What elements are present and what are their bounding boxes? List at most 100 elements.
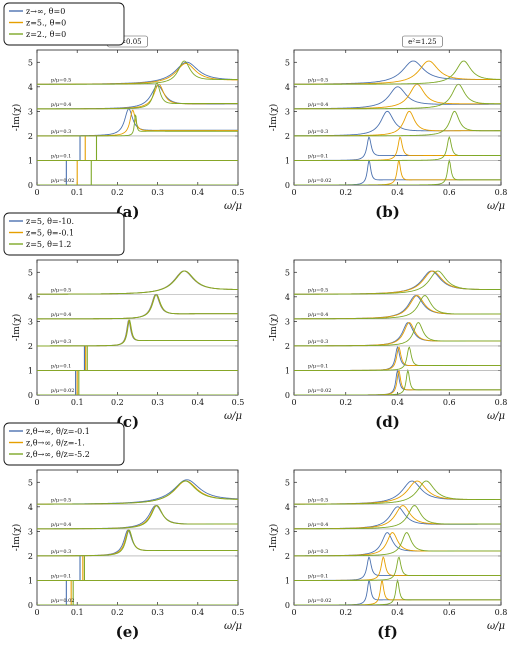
param-label-box: e²=1.25 [402, 35, 443, 48]
legend-entry: z,θ→∞, θ/z=-1. [26, 439, 85, 448]
y-tick-label: 0 [285, 181, 290, 190]
y-tick-label: 4 [28, 503, 33, 512]
y-tick-label: 5 [285, 58, 290, 67]
row-label: p/μ=0.5 [51, 287, 71, 293]
panel-1: 0 0.1 0.2 0.3 0.4 0.5012345-Im(χ)ω/μ(a)p/μ=0.… [3, 2, 244, 221]
x-tick-label: 0.8 [495, 188, 508, 197]
series-3-curve [37, 293, 238, 320]
legend-frame [3, 422, 125, 466]
series-3-curve [37, 82, 238, 110]
x-tick-label: 0.2 [339, 188, 352, 197]
x-axis-title: ω/μ [224, 621, 242, 632]
curves [294, 270, 501, 395]
x-tick-label: 0 [34, 188, 39, 197]
series-3-curve [37, 319, 238, 347]
series-3-curve [294, 368, 501, 395]
x-axis-title: ω/μ [487, 411, 505, 422]
row-label: p/μ=0.4 [51, 522, 71, 528]
curves [37, 479, 238, 605]
series-3-curve [294, 322, 501, 347]
legend-entry: z=5, θ=-0.1 [26, 229, 74, 238]
panel-6: 0 0.2 0.4 0.6 0.8 0 1 2 3 4 5 -Im(χ) ω/μ (f) p/μ=0.02 p… [268, 469, 508, 641]
x-tick-label: 0.1 [71, 398, 84, 407]
series-3-curve [37, 270, 238, 295]
x-tick-label: 0.4 [391, 398, 404, 407]
row-label: p/μ=0.1 [51, 573, 71, 579]
row-label: p/μ=0.3 [308, 339, 328, 345]
x-tick-label: 0.2 [111, 398, 124, 407]
y-tick-label: 3 [28, 107, 33, 116]
y-tick-label: 0 [28, 601, 33, 610]
x-tick-label: 0 [291, 608, 296, 617]
param-label: e²=0.05 [113, 38, 141, 46]
param-label: e²=1.25 [408, 38, 436, 46]
y-tick-label: 2 [28, 552, 33, 561]
series-3-curve [37, 505, 238, 530]
row-label: p/μ=0.02 [51, 178, 74, 184]
plot-frame [36, 259, 239, 396]
y-tick-label: 2 [285, 342, 290, 351]
legend-entry: z,θ→∞, θ/z=-5.2 [26, 450, 90, 459]
legend-entry: z=2., θ=0 [26, 30, 66, 39]
x-tick-label: 0.4 [191, 608, 204, 617]
x-tick-label: 0.4 [191, 188, 204, 197]
panel-4: 0 0.2 0.4 0.6 0.8 0 1 2 3 4 5 -Im(χ) ω/μ (d) p/μ=0.02 p… [268, 259, 507, 431]
x-tick-label: 0.6 [443, 188, 456, 197]
row-label: p/μ=0.5 [51, 77, 71, 83]
x-tick-label: 0.3 [151, 398, 164, 407]
y-tick-label: 4 [285, 83, 290, 92]
curves [37, 270, 238, 395]
y-tick-label: 4 [285, 293, 290, 302]
row-label: p/μ=0.1 [308, 363, 328, 369]
y-tick-label: 2 [285, 132, 290, 141]
x-tick-label: 0.2 [111, 188, 124, 197]
y-tick-label: 0 [285, 391, 290, 400]
series-3-curve [294, 480, 501, 505]
row-label: p/μ=0.02 [308, 598, 331, 604]
row-label: p/μ=0.3 [51, 129, 71, 135]
row-label: p/μ=0.1 [308, 573, 328, 579]
y-tick-label: 1 [285, 576, 290, 585]
series-3-curve [294, 346, 501, 371]
panel-label: (e) [116, 623, 140, 641]
series-3-curve [37, 529, 238, 557]
y-tick-label: 1 [28, 156, 33, 165]
x-tick-label: 0.1 [71, 188, 84, 197]
y-tick-label: 4 [285, 503, 290, 512]
curves [294, 480, 501, 605]
row-label: p/μ=0.1 [308, 153, 328, 159]
row-label: p/μ=0.02 [308, 178, 331, 184]
row-label: p/μ=0.4 [51, 102, 71, 108]
row-label: p/μ=0.4 [308, 522, 328, 528]
panel-2: 0 0.2 0.4 0.6 0.8 0 1 2 3 4 5 -Im(χ) ω/μ (b) p/μ=0.02 p… [268, 35, 508, 221]
row-label: p/μ=0.02 [51, 598, 74, 604]
legend-entry: z→∞, θ=0 [26, 7, 65, 16]
row-label: p/μ=0.1 [51, 153, 71, 159]
x-tick-label: 0.8 [495, 608, 508, 617]
series-3-curve [37, 480, 238, 505]
panel-label: (f) [377, 623, 398, 641]
legend: z→∞, θ=0 z=5., θ=0 z=2., θ=0 [3, 2, 125, 46]
plot-frame [293, 469, 502, 606]
y-tick-label: 4 [28, 293, 33, 302]
x-axis-title: ω/μ [224, 411, 242, 422]
y-tick-label: 1 [28, 366, 33, 375]
x-tick-label: 0.5 [232, 608, 245, 617]
y-axis-title: -Im(χ) [268, 314, 279, 342]
x-tick-label: 0.1 [71, 608, 84, 617]
y-tick-label: 2 [28, 342, 33, 351]
y-tick-label: 0 [28, 391, 33, 400]
row-label: p/μ=0.4 [308, 312, 328, 318]
panel-label: (b) [375, 203, 400, 221]
y-tick-label: 3 [285, 527, 290, 536]
y-tick-label: 0 [28, 181, 33, 190]
legend: z,θ→∞, θ/z=-0.1 z,θ→∞, θ/z=-1. z,θ→∞, θ/z=… [3, 422, 125, 466]
row-label: p/μ=0.5 [308, 77, 328, 83]
series-3-curve [294, 532, 501, 557]
x-axis-title: ω/μ [224, 201, 242, 212]
x-axis-title: ω/μ [487, 621, 505, 632]
y-tick-label: 5 [285, 268, 290, 277]
series-3-curve [294, 83, 501, 110]
row-label: p/μ=0.3 [51, 339, 71, 345]
y-tick-label: 2 [28, 132, 33, 141]
